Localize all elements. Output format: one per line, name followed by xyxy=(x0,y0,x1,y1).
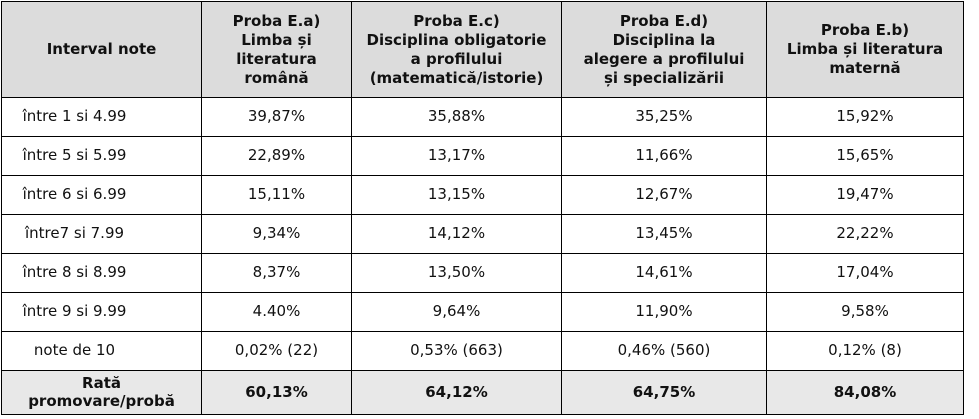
cell-ec: 14,12% xyxy=(351,213,562,254)
row-label: între7 si 7.99 xyxy=(1,213,202,254)
table-row: între 8 si 8.99 8,37% 13,50% 14,61% 17,0… xyxy=(1,252,964,293)
header-ed-line-1: Proba E.d) xyxy=(619,11,709,30)
row-label-text: între7 si 7.99 xyxy=(24,224,125,243)
header-proba-ea: Proba E.a) Limba și literatura română xyxy=(201,1,352,98)
header-interval-line: Interval note xyxy=(46,40,157,58)
header-ed-line-3: alegere a profilului xyxy=(583,49,745,68)
row-label: între 9 si 9.99 xyxy=(1,291,202,332)
header-proba-ed: Proba E.d) Disciplina la alegere a profi… xyxy=(561,1,767,98)
row-label-text: între 6 si 6.99 xyxy=(22,185,127,204)
header-ea-line-4: română xyxy=(244,68,309,87)
total-label-line-1: Rată xyxy=(82,374,121,393)
cell-ed: 12,67% xyxy=(561,174,767,215)
cell-ed: 11,90% xyxy=(561,291,767,332)
table-row: note de 10 0,02% (22) 0,53% (663) 0,46% … xyxy=(1,330,964,371)
cell-ea: 9,34% xyxy=(201,213,352,254)
row-label-text: între 5 si 5.99 xyxy=(22,146,127,165)
cell-ed: 11,66% xyxy=(561,135,767,176)
cell-eb: 17,04% xyxy=(766,252,964,293)
cell-eb: 15,92% xyxy=(766,97,964,137)
cell-ed: 13,45% xyxy=(561,213,767,254)
row-label: între 5 si 5.99 xyxy=(1,135,202,176)
cell-ec: 13,50% xyxy=(351,252,562,293)
cell-ec: 13,15% xyxy=(351,174,562,215)
grades-distribution-table: Interval note Proba E.a) Limba și litera… xyxy=(1,1,964,416)
table-row: între 9 si 9.99 4.40% 9,64% 11,90% 9,58% xyxy=(1,291,964,332)
cell-eb: 22,22% xyxy=(766,213,964,254)
cell-ec: 13,17% xyxy=(351,135,562,176)
header-ec-line-1: Proba E.c) xyxy=(413,11,500,30)
total-label: Rată promovare/probă xyxy=(1,369,202,416)
cell-eb: 9,58% xyxy=(766,291,964,332)
cell-ed: 0,46% (560) xyxy=(561,330,767,371)
header-interval: Interval note xyxy=(1,1,202,98)
header-eb-line-2: Limba și literatura xyxy=(786,40,944,58)
table-row: între 5 si 5.99 22,89% 13,17% 11,66% 15,… xyxy=(1,135,964,176)
cell-ea: 4.40% xyxy=(201,291,352,332)
cell-ea: 0,02% (22) xyxy=(201,330,352,371)
row-label-text: între 8 si 8.99 xyxy=(22,263,127,282)
header-proba-eb: Proba E.b) Limba și literatura maternă xyxy=(766,1,964,98)
cell-ec: 0,53% (663) xyxy=(351,330,562,371)
table-row: între7 si 7.99 9,34% 14,12% 13,45% 22,22… xyxy=(1,213,964,254)
cell-ec: 35,88% xyxy=(351,97,562,137)
header-ea-line-1: Proba E.a) xyxy=(232,11,321,30)
row-label-text: între 1 si 4.99 xyxy=(22,107,127,126)
table-row: între 6 si 6.99 15,11% 13,15% 12,67% 19,… xyxy=(1,174,964,215)
row-label-text: între 9 si 9.99 xyxy=(22,302,127,321)
header-ec-line-3: a profilului xyxy=(410,49,503,68)
header-proba-ec: Proba E.c) Disciplina obligatorie a prof… xyxy=(351,1,562,98)
cell-ea: 39,87% xyxy=(201,97,352,137)
header-eb-line-1: Proba E.b) xyxy=(820,21,910,39)
cell-eb: 19,47% xyxy=(766,174,964,215)
header-ed-line-2: Disciplina la xyxy=(612,30,716,49)
total-ea: 60,13% xyxy=(201,369,352,416)
row-label-text: note de 10 xyxy=(33,341,116,360)
row-label: între 8 si 8.99 xyxy=(1,252,202,293)
header-ea-line-2: Limba și xyxy=(241,30,312,49)
header-ed-line-4: și specializării xyxy=(603,68,725,87)
row-label: note de 10 xyxy=(1,330,202,371)
header-ea-line-3: literatura xyxy=(236,49,317,68)
total-eb: 84,08% xyxy=(766,369,964,416)
cell-ea: 8,37% xyxy=(201,252,352,293)
total-ec: 64,12% xyxy=(351,369,562,416)
row-label: între 6 si 6.99 xyxy=(1,174,202,215)
header-row: Interval note Proba E.a) Limba și litera… xyxy=(1,1,964,98)
cell-ec: 9,64% xyxy=(351,291,562,332)
header-ec-line-2: Disciplina obligatorie xyxy=(366,30,547,49)
cell-eb: 15,65% xyxy=(766,135,964,176)
cell-ed: 14,61% xyxy=(561,252,767,293)
header-eb-line-3: maternă xyxy=(829,59,901,77)
cell-ea: 15,11% xyxy=(201,174,352,215)
cell-ed: 35,25% xyxy=(561,97,767,137)
total-row: Rată promovare/probă 60,13% 64,12% 64,75… xyxy=(1,369,964,416)
total-label-line-2: promovare/probă xyxy=(28,392,175,411)
table-row: între 1 si 4.99 39,87% 35,88% 35,25% 15,… xyxy=(1,97,964,137)
row-label: între 1 si 4.99 xyxy=(1,97,202,137)
header-ec-line-4: (matematică/istorie) xyxy=(369,68,544,87)
cell-eb: 0,12% (8) xyxy=(766,330,964,371)
cell-ea: 22,89% xyxy=(201,135,352,176)
total-ed: 64,75% xyxy=(561,369,767,416)
